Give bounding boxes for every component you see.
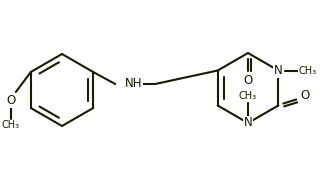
Text: O: O: [6, 94, 16, 108]
Text: O: O: [301, 89, 310, 102]
Text: O: O: [243, 75, 253, 87]
Text: CH₃: CH₃: [298, 65, 316, 76]
Text: CH₃: CH₃: [2, 120, 20, 130]
Text: N: N: [274, 64, 283, 77]
Text: NH: NH: [124, 78, 142, 91]
Text: N: N: [244, 116, 252, 129]
Text: CH₃: CH₃: [239, 91, 257, 101]
